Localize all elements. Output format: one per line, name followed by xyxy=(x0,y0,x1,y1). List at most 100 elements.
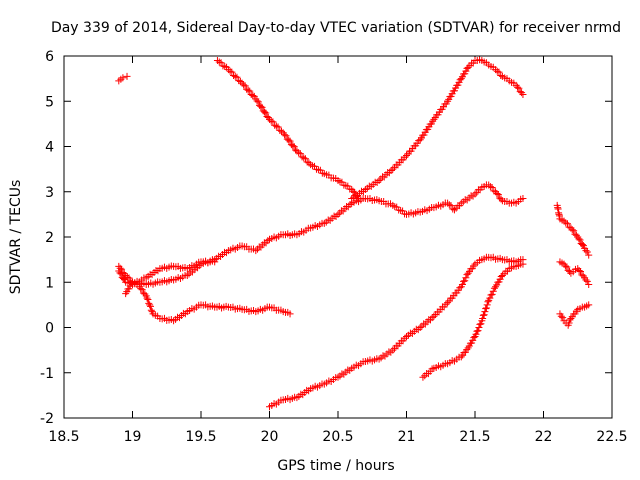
data-point xyxy=(231,72,239,80)
data-point xyxy=(483,301,491,309)
data-point xyxy=(487,291,495,299)
data-point xyxy=(579,272,587,280)
data-point xyxy=(143,294,151,302)
data-point xyxy=(575,235,583,243)
data-point xyxy=(444,299,452,307)
y-tick-label: 1 xyxy=(45,275,54,291)
data-point xyxy=(271,121,279,129)
data-point xyxy=(430,115,438,123)
data-point xyxy=(217,59,225,67)
chart-title: Day 339 of 2014, Sidereal Day-to-day VTE… xyxy=(51,20,621,36)
data-point xyxy=(493,67,501,75)
data-point xyxy=(484,298,492,306)
data-point xyxy=(244,86,252,94)
data-point xyxy=(518,89,526,97)
data-point xyxy=(301,155,309,163)
data-point xyxy=(498,271,506,279)
data-point xyxy=(290,143,298,151)
data-point xyxy=(463,346,471,354)
data-point xyxy=(261,108,269,116)
data-point xyxy=(350,188,358,196)
data-point xyxy=(572,231,580,239)
data-point xyxy=(583,277,591,285)
data-point xyxy=(215,58,223,66)
data-point xyxy=(464,63,472,71)
x-tick-label: 22.5 xyxy=(596,429,627,445)
data-point xyxy=(476,320,484,328)
data-point xyxy=(472,330,480,338)
data-point xyxy=(488,290,496,298)
data-point xyxy=(141,290,149,298)
data-point xyxy=(334,210,342,218)
data-point xyxy=(572,307,580,315)
data-point xyxy=(578,241,586,249)
data-point xyxy=(416,324,424,331)
data-point xyxy=(252,247,260,255)
data-point xyxy=(298,153,306,161)
series-s3 xyxy=(115,181,527,289)
data-point xyxy=(349,187,357,195)
data-point xyxy=(282,132,290,140)
data-point xyxy=(480,311,488,319)
data-point xyxy=(254,98,262,106)
data-point xyxy=(513,83,521,91)
data-point xyxy=(442,300,450,308)
data-point xyxy=(449,205,457,213)
data-point xyxy=(389,346,397,354)
data-point xyxy=(482,304,490,312)
data-point xyxy=(519,195,527,203)
data-point xyxy=(481,308,489,316)
data-point xyxy=(474,327,482,335)
y-tick-label: 6 xyxy=(45,49,54,65)
data-point xyxy=(267,117,275,125)
data-point xyxy=(515,84,523,92)
data-point xyxy=(479,314,487,322)
data-point xyxy=(497,195,505,203)
y-tick-label: 5 xyxy=(45,94,54,110)
data-point xyxy=(403,152,410,160)
data-point xyxy=(285,136,293,144)
plot-frame xyxy=(63,55,613,419)
y-tick-label: -1 xyxy=(40,366,54,382)
data-point xyxy=(246,87,254,95)
data-point xyxy=(565,319,573,327)
y-tick-label: 3 xyxy=(45,185,54,201)
data-point xyxy=(419,373,427,381)
data-point xyxy=(119,74,127,82)
data-point xyxy=(146,302,154,310)
data-point xyxy=(462,274,470,282)
data-point xyxy=(277,127,285,135)
data-point xyxy=(138,286,146,294)
data-point xyxy=(458,281,466,289)
data-point xyxy=(428,365,436,373)
data-point xyxy=(137,285,145,293)
data-point xyxy=(563,263,571,271)
data-point xyxy=(486,183,494,191)
data-point xyxy=(563,220,571,228)
data-point xyxy=(281,131,289,139)
data-point xyxy=(240,81,248,89)
x-tick-label: 19 xyxy=(124,429,142,445)
data-point xyxy=(585,281,593,289)
data-point xyxy=(471,190,479,198)
y-axis-label: SDTVAR / TECUs xyxy=(8,180,24,295)
data-point xyxy=(147,306,155,314)
data-point xyxy=(272,122,280,130)
data-point xyxy=(145,299,153,307)
data-point xyxy=(219,62,227,70)
data-point xyxy=(230,71,238,79)
x-tick-label: 18.5 xyxy=(48,429,79,445)
series-s9 xyxy=(553,201,593,259)
data-point xyxy=(387,167,395,175)
data-point xyxy=(249,91,257,99)
data-point xyxy=(477,320,485,328)
series-s8 xyxy=(419,260,527,381)
data-point xyxy=(464,269,472,277)
data-point xyxy=(582,247,590,255)
data-point xyxy=(213,57,221,65)
data-point xyxy=(461,277,469,285)
series-s1 xyxy=(115,72,131,85)
x-tick-label: 21 xyxy=(398,429,416,445)
